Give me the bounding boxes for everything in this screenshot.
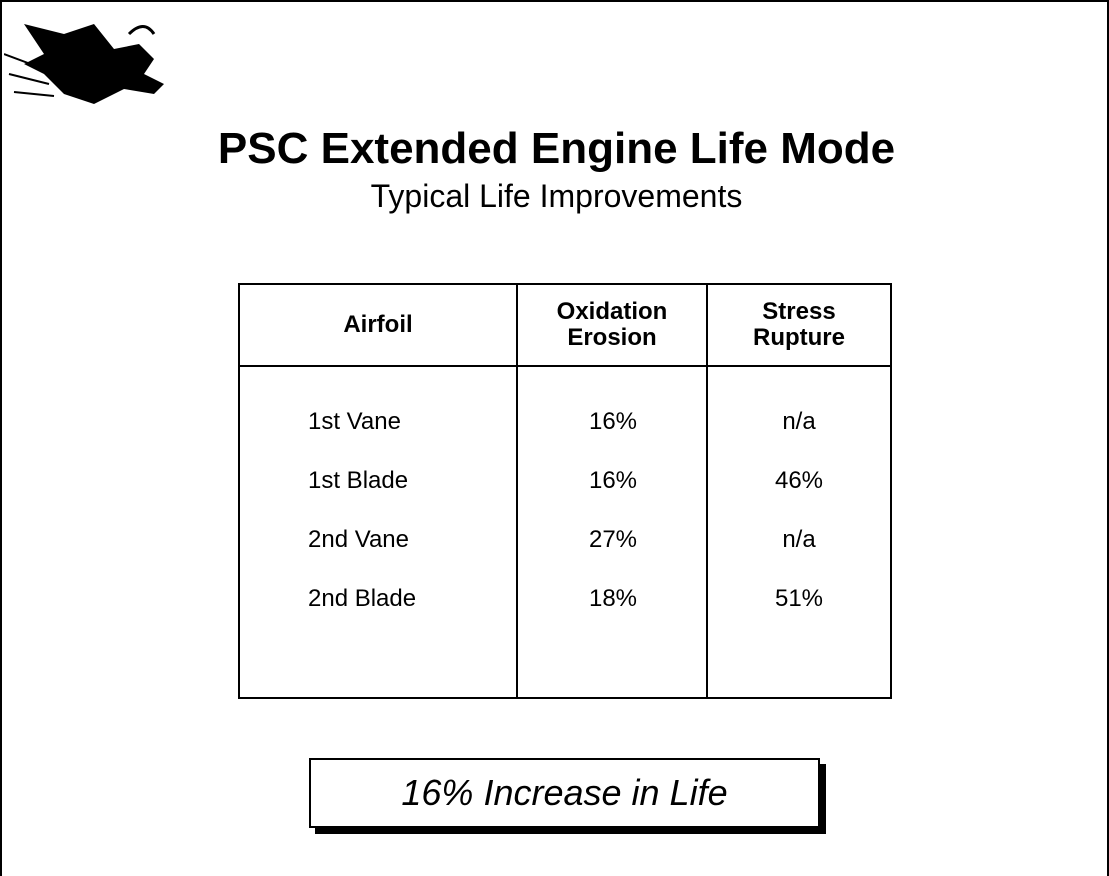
cell-value: 27% <box>588 526 638 553</box>
callout: 16% Increase in Life <box>309 758 820 828</box>
header-line: Stress <box>762 298 836 325</box>
cell-value: n/a <box>782 526 816 553</box>
column-divider <box>516 285 518 697</box>
cell-value: n/a <box>782 408 816 435</box>
header-line: Airfoil <box>343 311 413 338</box>
subtitle: Typical Life Improvements <box>370 178 743 214</box>
cell-value: 16% <box>588 467 638 494</box>
cell-value: 16% <box>588 408 638 435</box>
header-line: Oxidation <box>556 298 668 325</box>
title: PSC Extended Engine Life Mode <box>217 124 896 173</box>
header-line: Rupture <box>753 324 845 351</box>
header-line: Erosion <box>567 324 657 351</box>
column-header: Oxidation Erosion <box>518 285 706 365</box>
column-header: Airfoil <box>240 285 516 365</box>
jet-logo <box>4 24 164 104</box>
row-label: 1st Blade <box>308 467 409 494</box>
cell-value: 46% <box>774 467 824 494</box>
row-label: 2nd Vane <box>308 526 409 553</box>
cell-value: 51% <box>774 585 824 612</box>
column-divider <box>706 285 708 697</box>
cell-value: 18% <box>588 585 638 612</box>
row-label: 1st Vane <box>308 408 401 435</box>
header-divider <box>240 365 890 367</box>
row-label: 2nd Blade <box>308 585 417 612</box>
column-header: Stress Rupture <box>708 285 890 365</box>
table: Airfoil Oxidation Erosion Stress Rupture 1st … <box>238 283 892 699</box>
